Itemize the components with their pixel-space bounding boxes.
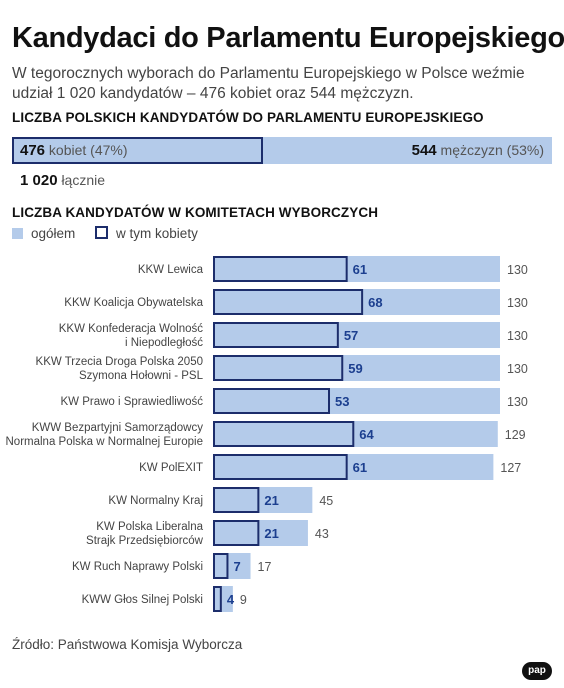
bar-women-label: 64 xyxy=(359,427,374,442)
bar-women xyxy=(213,487,260,513)
women-count: 476 xyxy=(20,142,46,159)
bar-women xyxy=(213,289,364,315)
bar-women xyxy=(213,256,348,282)
legend-total-label: ogółem xyxy=(31,226,76,241)
category-label: KKW Koalicja Obywatelska xyxy=(64,297,203,309)
women-label: kobiet (47%) xyxy=(48,142,128,158)
committees-bar-chart: 61 130 KKW Lewica 68 130 KKW Koalicja Obywate… xyxy=(6,256,528,612)
bar-women-label: 53 xyxy=(335,394,349,409)
summary-total-text: 1 020 łącznie xyxy=(20,172,105,189)
bar-total-label: 129 xyxy=(505,428,526,442)
bar-women xyxy=(213,520,260,546)
category-label: Strajk Przedsiębiorców xyxy=(86,535,204,547)
pap-logo: pap xyxy=(522,662,552,680)
summary-men-text: 544 mężczyzn (53%) xyxy=(412,142,544,159)
bar-total-label: 130 xyxy=(507,329,528,343)
category-label: KW Polska Liberalna xyxy=(96,521,203,533)
bar-total-label: 17 xyxy=(258,560,272,574)
category-label: KW Ruch Naprawy Polski xyxy=(72,561,203,573)
legend-total-swatch xyxy=(12,228,23,239)
legend-women-swatch xyxy=(95,226,109,239)
bar-women xyxy=(213,454,348,480)
bar-women-label: 61 xyxy=(353,460,367,475)
bar-total-label: 43 xyxy=(315,527,329,541)
bar-total-label: 45 xyxy=(319,494,333,508)
source-note: Źródło: Państwowa Komisja Wyborcza xyxy=(12,637,243,652)
summary-women-bar xyxy=(12,137,263,164)
category-label: KKW Lewica xyxy=(138,264,204,276)
bar-women-label: 59 xyxy=(348,361,362,376)
bar-total-label: 9 xyxy=(240,593,247,607)
category-label: KW Normalny Kraj xyxy=(108,495,203,507)
category-label: Szymona Hołowni - PSL xyxy=(79,370,204,382)
category-label: KW Prawo i Sprawiedliwość xyxy=(60,396,203,408)
bar-women-label: 4 xyxy=(227,592,235,607)
bar-women-label: 61 xyxy=(353,262,367,277)
summary-women-text: 476 kobiet (47%) xyxy=(20,142,128,159)
category-label: i Niepodległość xyxy=(125,337,203,349)
legend-women-label: w tym kobiety xyxy=(116,226,198,241)
bar-women xyxy=(213,586,222,612)
bar-women xyxy=(213,355,344,381)
bar-women xyxy=(213,322,339,348)
bar-women xyxy=(213,388,331,414)
bar-women xyxy=(213,421,355,447)
page-subtitle: W tegorocznych wyborach do Parlamentu Eu… xyxy=(12,65,525,102)
men-count: 544 xyxy=(411,142,437,159)
category-label: Normalna Polska w Normalnej Europie xyxy=(6,436,204,448)
bar-total-label: 130 xyxy=(507,296,528,310)
bar-women-label: 21 xyxy=(264,493,278,508)
page-title: Kandydaci do Parlamentu Europejskiego xyxy=(12,22,564,54)
bar-total-label: 130 xyxy=(507,263,528,277)
committees-section-title: LICZBA KANDYDATÓW W KOMITETACH WYBORCZYC… xyxy=(12,205,379,220)
bar-women xyxy=(213,553,229,579)
category-label: KW PolEXIT xyxy=(139,462,203,474)
bar-women-label: 21 xyxy=(264,526,278,541)
category-label: KWW Bezpartyjni Samorządowcy xyxy=(32,422,204,434)
bar-women-label: 68 xyxy=(368,295,382,310)
chart-legend: ogółem w tym kobiety xyxy=(12,226,198,241)
category-label: KKW Trzecia Droga Polska 2050 xyxy=(36,356,203,368)
bar-women-label: 7 xyxy=(233,559,240,574)
total-count: 1 020 xyxy=(20,172,58,189)
bar-total-label: 127 xyxy=(500,461,521,475)
category-label: KWW Głos Silnej Polski xyxy=(82,594,203,606)
men-label: mężczyzn (53%) xyxy=(440,142,544,158)
total-label: łącznie xyxy=(61,172,106,188)
bar-total-label: 130 xyxy=(507,395,528,409)
bar-women-label: 57 xyxy=(344,328,358,343)
bar-total-label: 130 xyxy=(507,362,528,376)
summary-section-title: LICZBA POLSKICH KANDYDATÓW DO PARLAMENTU… xyxy=(12,110,484,125)
category-label: KKW Konfederacja Wolność xyxy=(59,323,203,335)
